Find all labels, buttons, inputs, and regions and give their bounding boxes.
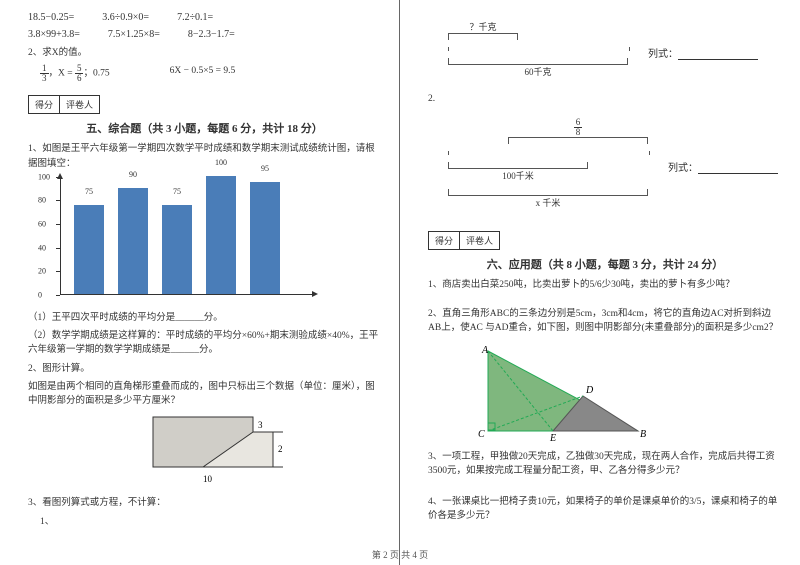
- page-footer: 第 2 页 共 4 页: [0, 548, 800, 561]
- bar: [206, 176, 236, 294]
- find-x-a-post: ；0.75: [83, 69, 109, 79]
- eq2-1: 3.8×99+3.8=: [28, 29, 80, 40]
- trap-dim-c: 10: [203, 474, 213, 484]
- find-x-b: 6X − 0.5×5 = 9.5: [170, 64, 236, 83]
- trap-dim-a: 3: [258, 420, 263, 430]
- equation-row-1: 18.5−0.25= 3.6÷0.9×0= 7.2÷0.1=: [28, 12, 381, 23]
- q5-1b: （2）数学学期成绩是这样算的：平时成绩的平均分×60%+期末测验成绩×40%，王…: [28, 329, 381, 358]
- bar-label: 95: [250, 164, 280, 173]
- bar-chart: 02040608010075907510095: [38, 177, 318, 307]
- formula-2: 列式：: [668, 159, 778, 174]
- dim2-top-label: 68: [508, 118, 648, 137]
- dim2-mid-label: 100千米: [448, 169, 588, 182]
- q5-1a: （1）王平四次平时成绩的平均分是______分。: [28, 311, 381, 325]
- triangle-svg: A C B D E: [468, 341, 668, 441]
- section-5-title: 五、综合题（共 3 小题，每题 6 分，共计 18 分）: [28, 120, 381, 136]
- left-column: 18.5−0.25= 3.6÷0.9×0= 7.2÷0.1= 3.8×99+3.…: [0, 0, 400, 565]
- trapezoid-svg: 3 2 10: [148, 412, 308, 492]
- bar-label: 100: [206, 158, 236, 167]
- trap-dim-b: 2: [278, 444, 283, 454]
- score-label: 得分: [29, 96, 60, 113]
- bar: [118, 188, 148, 294]
- y-tick-label: 60: [38, 219, 46, 228]
- dim2-top-bracket: [508, 137, 648, 144]
- equation-row-2: 3.8×99+3.8= 7.5×1.25×8= 8−2.3−1.7=: [28, 29, 381, 40]
- triangle-figure: A C B D E: [468, 341, 782, 444]
- q6-1: 1、商店卖出白菜250吨，比卖出萝卜的5/6少30吨，卖出的萝卜有多少吨？: [428, 278, 782, 292]
- dim1-top-bracket: [448, 33, 518, 40]
- formula-blank-1: [678, 49, 758, 60]
- svg-text:E: E: [549, 433, 556, 441]
- x-axis: [60, 294, 314, 295]
- dim2-mid-bracket: [448, 162, 588, 169]
- q6-4: 4、一张课桌比一把椅子贵10元，如果椅子的单价是课桌单价的3/5，课桌和椅子的单…: [428, 495, 782, 524]
- section-6-title: 六、应用题（共 8 小题，每题 3 分，共计 24 分）: [428, 256, 782, 272]
- dim1-bottom-label: 60千克: [448, 65, 628, 78]
- page: 18.5−0.25= 3.6÷0.9×0= 7.2÷0.1= 3.8×99+3.…: [0, 0, 800, 565]
- eq1-3: 7.2÷0.1=: [177, 12, 213, 23]
- score-label-6: 得分: [429, 232, 460, 249]
- find-x-row: 13，X = 56；0.75 6X − 0.5×5 = 9.5: [28, 64, 381, 83]
- y-tick-label: 0: [38, 290, 42, 299]
- dim1-top-label: ？千克: [448, 20, 518, 33]
- bar: [74, 205, 104, 294]
- frac-1-3: 13: [40, 64, 49, 83]
- lie-label-2: 列式：: [668, 163, 698, 174]
- y-tick-label: 100: [38, 172, 50, 181]
- svg-text:D: D: [585, 385, 594, 396]
- y-tick-label: 20: [38, 267, 46, 276]
- grader-label: 评卷人: [60, 96, 99, 113]
- dim-group-1: ？千克 60千克 列式：: [428, 12, 782, 92]
- bar: [162, 205, 192, 294]
- trapezoid-figure: 3 2 10: [148, 412, 308, 492]
- svg-text:C: C: [478, 429, 485, 440]
- eq2-2: 7.5×1.25×8=: [108, 29, 160, 40]
- q5-3-sub: 1、: [28, 515, 381, 529]
- bar: [250, 182, 280, 294]
- grader-label-6: 评卷人: [460, 232, 499, 249]
- score-box-5: 得分 评卷人: [28, 95, 100, 114]
- dim2-bot-label: x 千米: [448, 196, 648, 209]
- dim1-bottom-bracket: [448, 58, 628, 65]
- q6-3: 3、一项工程，甲独做20天完成，乙独做30天完成，现在两人合作，完成后共得工资3…: [428, 450, 782, 479]
- dim2-bot-bracket: [448, 189, 648, 196]
- eq1-2: 3.6÷0.9×0=: [102, 12, 149, 23]
- dim-group-2: 68 100千米 x 千米 列式：: [428, 110, 782, 223]
- dim2-num: 2.: [428, 92, 782, 106]
- lie-label-1: 列式：: [648, 49, 678, 60]
- dim1: ？千克 60千克: [448, 20, 628, 78]
- formula-blank-2: [698, 163, 778, 174]
- svg-text:B: B: [640, 429, 646, 440]
- bar-label: 90: [118, 170, 148, 179]
- eq2-3: 8−2.3−1.7=: [188, 29, 235, 40]
- q5-3: 3、看图列算式或方程，不计算：: [28, 496, 381, 510]
- formula-1: 列式：: [648, 45, 758, 60]
- q6-2: 2、直角三角形ABC的三条边分别是5cm，3cm和4cm，将它的直角边AC对折到…: [428, 307, 782, 336]
- q5-2: 2、图形计算。: [28, 362, 381, 376]
- y-axis: [60, 177, 61, 295]
- y-tick-label: 40: [38, 243, 46, 252]
- svg-text:A: A: [481, 345, 489, 356]
- right-column: ？千克 60千克 列式： 2. 68 100千米 x 千米: [400, 0, 800, 565]
- find-x-a: 13，X = 56；0.75: [40, 64, 110, 83]
- eq1-1: 18.5−0.25=: [28, 12, 74, 23]
- q5-1: 1、如图是王平六年级第一学期四次数学平时成绩和数学期末测试成绩统计图，请根据图填…: [28, 142, 381, 171]
- bar-label: 75: [74, 187, 104, 196]
- bar-label: 75: [162, 187, 192, 196]
- score-box-6: 得分 评卷人: [428, 231, 500, 250]
- y-tick-label: 80: [38, 196, 46, 205]
- dim2-frac-d: 8: [574, 128, 583, 137]
- find-x-title: 2、求X的值。: [28, 46, 381, 60]
- dim2: 68 100千米 x 千米: [448, 118, 648, 209]
- find-x-a-pre: ，X =: [49, 69, 73, 79]
- q5-2-text: 如图是由两个相同的直角梯形重叠而成的，图中只标出三个数据（单位：厘米），图中阴影…: [28, 380, 381, 409]
